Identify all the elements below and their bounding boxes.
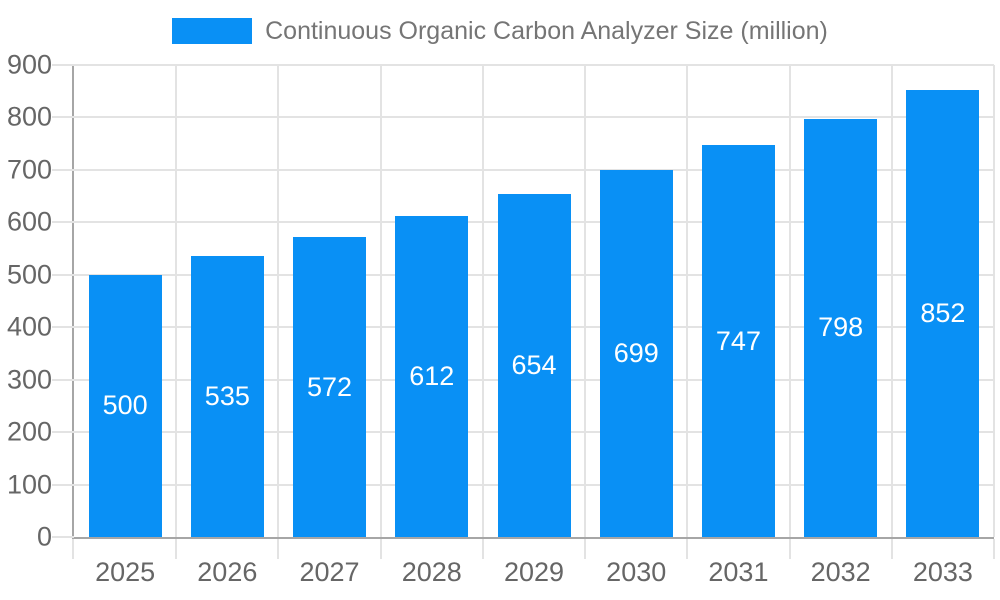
y-axis-tick [52, 326, 74, 329]
y-axis-tick [52, 64, 74, 66]
x-axis-tick-label: 2033 [912, 557, 973, 587]
bar-2030: 699 [599, 170, 673, 537]
legend-label: Continuous Organic Carbon Analyzer Size … [265, 17, 828, 45]
x-axis-line [72, 537, 994, 539]
x-axis-tick-label: 2029 [503, 557, 565, 587]
bar-value-label: 612 [409, 361, 455, 392]
legend[interactable]: Continuous Organic Carbon Analyzer Size … [0, 16, 1000, 46]
v-gridline [175, 65, 178, 537]
bar-2025: 500 [88, 274, 162, 537]
x-axis-tick [890, 539, 893, 559]
v-gridline [890, 65, 893, 537]
bar-2029: 654 [497, 194, 571, 537]
x-axis-tick-label: 2031 [708, 557, 769, 587]
x-axis-tick [277, 539, 280, 559]
bar-2028: 612 [395, 216, 469, 537]
bar-2032: 798 [804, 118, 878, 537]
x-axis-tick-label: 2027 [299, 557, 360, 587]
v-gridline [379, 65, 382, 537]
bar-value-label: 500 [102, 390, 148, 421]
y-axis-tick [52, 483, 74, 486]
bar-2033: 852 [906, 90, 980, 537]
y-axis-tick [52, 168, 74, 171]
x-axis-tick [379, 539, 382, 559]
y-axis-tick-label: 300 [6, 364, 52, 395]
y-axis-tick-label: 100 [6, 469, 52, 500]
x-axis-tick-label: 2030 [606, 557, 667, 587]
v-gridline [686, 65, 689, 537]
y-axis-tick-label: 500 [6, 259, 52, 290]
v-gridline [481, 65, 484, 537]
plot-area: 500 535 572 612 654 699 747 798 852 [74, 64, 995, 537]
y-axis-tick-label: 0 [36, 521, 52, 552]
v-gridline [788, 65, 791, 537]
x-axis-tick-label: 2026 [197, 557, 258, 587]
x-axis-tick-label: 2032 [810, 557, 871, 587]
bar-value-label: 852 [920, 298, 966, 329]
x-axis-tick [993, 539, 995, 559]
x-axis-tick [788, 539, 791, 559]
bar-value-label: 654 [511, 350, 557, 380]
y-axis-tick-label: 800 [6, 101, 52, 132]
y-axis-tick [52, 273, 74, 276]
y-axis-tick [52, 116, 74, 119]
y-axis-tick [52, 431, 74, 434]
x-axis-tick [72, 539, 74, 559]
bar-value-label: 572 [307, 371, 353, 402]
y-axis-tick [52, 221, 74, 224]
y-axis-tick-label: 600 [6, 206, 52, 237]
bar-value-label: 535 [204, 381, 250, 412]
x-axis-tick [584, 539, 587, 559]
bar-value-label: 699 [613, 338, 659, 369]
h-gridline [74, 168, 994, 171]
v-gridline [277, 65, 280, 537]
y-axis-tick [52, 378, 74, 381]
v-gridline [584, 65, 587, 537]
bar-2026: 535 [190, 256, 264, 537]
bar-2031: 747 [701, 145, 775, 537]
y-axis-line [72, 65, 74, 539]
bar-value-label: 798 [818, 312, 864, 343]
y-axis-tick-label: 700 [6, 154, 52, 185]
v-gridline [993, 65, 995, 537]
y-axis-tick-label: 200 [6, 416, 52, 447]
bar-value-label: 747 [715, 325, 761, 356]
y-axis-tick-label: 400 [6, 311, 52, 342]
y-axis-tick-label: 900 [6, 49, 52, 80]
h-gridline [74, 116, 994, 119]
legend-swatch [172, 18, 253, 44]
x-axis-tick-label: 2028 [401, 557, 462, 587]
x-axis-tick [175, 539, 178, 559]
x-axis-tick-label: 2025 [95, 557, 156, 587]
x-axis-tick [481, 539, 484, 559]
h-gridline [74, 64, 994, 66]
y-axis-tick [52, 536, 74, 538]
x-axis-tick [686, 539, 689, 559]
bar-2027: 572 [293, 237, 367, 537]
